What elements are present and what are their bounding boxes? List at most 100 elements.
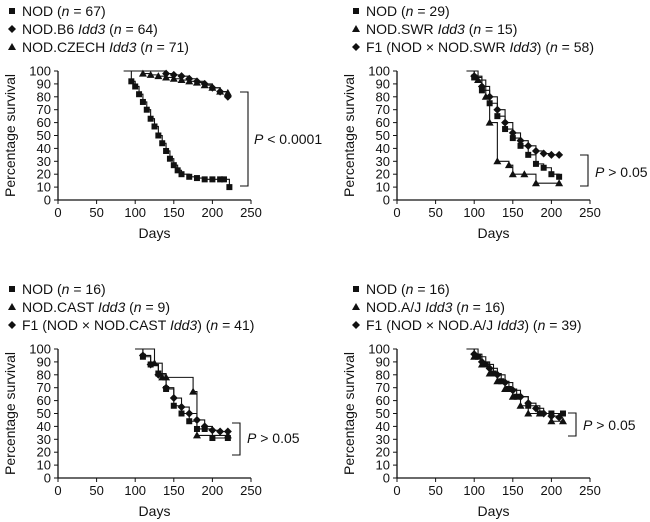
legend-n-value: = 15) <box>481 21 517 37</box>
data-point-square <box>170 402 177 409</box>
data-point-diamond <box>185 409 194 418</box>
legend-marker-diamond <box>352 321 360 329</box>
legend-entry: NOD (n = 29) <box>366 3 450 19</box>
data-point-square <box>163 147 170 154</box>
data-point-diamond <box>223 427 232 436</box>
x-tick-label: 150 <box>502 205 524 220</box>
y-tick-label: 80 <box>37 367 51 382</box>
legend-suffix: ) <box>537 39 542 55</box>
data-point-square <box>201 176 208 183</box>
legend-entry: NOD (n = 16) <box>22 281 106 297</box>
p-value-bracket <box>580 154 589 187</box>
p-value-bracket <box>240 91 249 187</box>
legend-n-value: = 9) <box>142 299 170 315</box>
legend-n-label: n <box>550 39 558 55</box>
y-tick-label: 10 <box>37 180 51 195</box>
data-point-square <box>209 435 216 442</box>
data-point-square <box>548 171 555 178</box>
data-point-triangle <box>558 417 567 425</box>
legend-n-label: n <box>145 39 153 55</box>
y-tick-label: 70 <box>37 102 51 117</box>
legend-marker-diamond <box>352 43 360 51</box>
legend-n-label: n <box>538 317 546 333</box>
data-point-diamond <box>162 383 171 392</box>
data-point-square <box>178 410 185 417</box>
p-symbol: P <box>247 430 257 446</box>
y-tick-label: 20 <box>37 445 51 460</box>
x-tick-label: 150 <box>163 483 185 498</box>
y-tick-label: 50 <box>376 128 390 143</box>
y-tick-label: 60 <box>376 393 390 408</box>
data-point-diamond <box>477 357 486 366</box>
y-tick-label: 30 <box>37 432 51 447</box>
data-point-diamond <box>146 360 155 369</box>
legend-n-open: ( <box>465 21 474 37</box>
data-point-square <box>151 123 158 130</box>
data-point-triangle <box>508 392 517 400</box>
data-point-square <box>540 164 547 171</box>
data-point-diamond <box>192 415 201 424</box>
data-point-diamond <box>516 136 525 145</box>
data-point-triangle <box>192 431 201 439</box>
data-point-triangle <box>146 70 155 78</box>
legend-n-open: ( <box>57 3 62 19</box>
data-point-diamond <box>524 399 533 408</box>
y-tick-label: 40 <box>37 141 51 156</box>
p-value-label: P > 0.05 <box>595 164 648 180</box>
y-tick-label: 90 <box>37 354 51 369</box>
data-point-square <box>525 151 532 158</box>
legend-name: NOD <box>22 3 57 19</box>
data-point-triangle <box>177 76 186 84</box>
data-point-triangle <box>138 69 147 77</box>
data-point-square <box>186 173 193 180</box>
y-tick-label: 70 <box>376 102 390 117</box>
data-point-diamond <box>539 149 548 158</box>
legend-n-value: = 39) <box>545 317 581 333</box>
legend-n-open: ( <box>105 21 114 37</box>
data-point-diamond <box>493 370 502 379</box>
data-point-diamond <box>216 427 225 436</box>
x-tick-label: 200 <box>202 483 224 498</box>
data-point-triangle <box>216 87 225 95</box>
y-axis-label: Percentage survival <box>341 352 357 475</box>
legend-strain: Idd3 <box>78 21 105 37</box>
legend-entry: F1 (NOD × NOD.SWR Idd3) (n = 58) <box>366 39 594 55</box>
data-point-diamond <box>501 118 510 127</box>
data-point-square <box>509 135 516 142</box>
legend-n-value: = 64) <box>122 21 158 37</box>
legend-strain: Idd3 <box>425 299 452 315</box>
data-point-triangle <box>192 78 201 86</box>
data-point-diamond <box>200 422 209 431</box>
legend-n-label: n <box>473 21 481 37</box>
series-line-diamond <box>135 348 228 433</box>
data-point-diamond <box>555 150 564 159</box>
y-tick-label: 100 <box>368 64 390 79</box>
series-line-square <box>466 348 563 415</box>
y-tick-label: 90 <box>376 354 390 369</box>
data-point-diamond <box>169 394 178 403</box>
data-point-triangle <box>223 88 232 96</box>
legend-marker-square <box>9 286 15 292</box>
legend-n-value: = 29) <box>413 3 449 19</box>
x-tick-label: 50 <box>89 205 103 220</box>
chart-panel-bottom-right: NOD (n = 16)NOD.A/J Idd3 (n = 16)F1 (NOD… <box>341 281 636 519</box>
p-value-label: P < 0.0001 <box>254 131 322 147</box>
data-point-diamond <box>539 409 548 418</box>
legend-n-label: n <box>62 3 70 19</box>
data-point-square <box>217 176 224 183</box>
data-point-triangle <box>547 417 556 425</box>
legend-n-label: n <box>406 281 414 297</box>
p-value-bracket <box>232 422 241 456</box>
x-tick-label: 0 <box>54 483 61 498</box>
data-point-diamond <box>508 386 517 395</box>
data-point-square <box>166 155 173 162</box>
data-point-square <box>178 171 185 178</box>
legend-name: F1 (NOD × NOD.SWR <box>366 39 510 55</box>
legend-n-open: ( <box>541 39 550 55</box>
data-point-square <box>139 98 146 105</box>
y-tick-label: 90 <box>37 76 51 91</box>
x-tick-label: 50 <box>428 483 442 498</box>
p-value-bracket <box>568 412 577 437</box>
data-point-diamond <box>208 426 217 435</box>
